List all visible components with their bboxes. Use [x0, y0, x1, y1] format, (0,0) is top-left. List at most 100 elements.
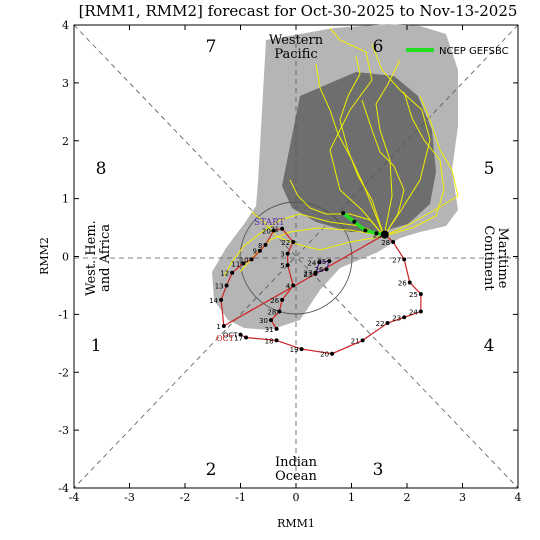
day-label: 17	[234, 335, 243, 343]
day-label: 19	[290, 346, 299, 354]
x-tick-label: 2	[404, 491, 411, 504]
observed-point	[269, 318, 274, 323]
day-label: 27	[392, 256, 401, 264]
ensemble-mean-point	[341, 211, 346, 216]
day-label: 26	[270, 297, 279, 305]
observed-point	[402, 315, 407, 320]
ensemble-mean-point	[352, 219, 357, 224]
day-label: 4	[286, 282, 291, 290]
legend-label: NCEP GEFSBC	[439, 46, 509, 57]
day-label: 12	[220, 270, 229, 278]
observed-point	[241, 261, 246, 266]
observed-point	[244, 335, 249, 340]
y-tick-label: -4	[58, 482, 69, 495]
x-tick-label: -1	[235, 491, 246, 504]
observed-point	[274, 326, 279, 331]
day-label: 20	[320, 351, 329, 359]
x-tick-label: -3	[124, 491, 135, 504]
ensemble-member-line	[375, 59, 401, 237]
recent-point	[317, 260, 322, 265]
ensemble-mean-point	[363, 228, 368, 233]
observed-point	[285, 251, 290, 256]
ensemble-member-line	[223, 213, 385, 277]
y-tick-label: 4	[62, 19, 69, 32]
observed-point	[299, 347, 304, 352]
day-label: 24	[409, 308, 418, 316]
observed-point	[263, 242, 268, 247]
region-label-left: West. Hem.	[84, 220, 99, 296]
observed-point	[221, 323, 226, 328]
ensemble-member-line	[315, 63, 385, 237]
x-axis-ticks: -4 -3 -2 -1 0 1 2 3 4	[69, 25, 522, 504]
y-axis-label: RMM2	[38, 237, 51, 275]
diagonal-guide	[73, 24, 519, 489]
ensemble-member-line	[251, 211, 385, 251]
observed-point	[274, 338, 279, 343]
day-label: 27	[304, 270, 313, 278]
day-label: 26	[315, 266, 324, 274]
day-label: 22	[376, 320, 385, 328]
day-label: 13	[215, 282, 224, 290]
observed-point	[391, 240, 396, 245]
phase-label: 6	[373, 37, 384, 57]
day-label: 23	[304, 271, 313, 279]
y-tick-label: -2	[58, 366, 69, 379]
day-label: 25	[317, 258, 326, 266]
observed-point	[285, 263, 290, 268]
observed-point	[280, 226, 285, 231]
ensemble-member-line	[289, 179, 385, 237]
ensemble-member-line	[383, 91, 445, 237]
observed-point	[277, 309, 282, 314]
region-label-bottom: Indian	[275, 455, 318, 470]
start-label: START	[254, 218, 285, 228]
y-tick-label: 3	[62, 77, 69, 90]
recent-point	[324, 267, 329, 272]
recent-point	[313, 270, 318, 275]
recent-point	[327, 259, 332, 264]
day-label: 21	[270, 226, 279, 234]
observed-point	[291, 283, 296, 288]
day-label: 11	[231, 260, 240, 268]
observed-point	[418, 292, 423, 297]
x-tick-label: 1	[348, 491, 355, 504]
phase-guides	[73, 24, 519, 489]
day-label: 29	[373, 232, 382, 240]
x-axis-label: RMM1	[277, 517, 315, 530]
region-labels: Western Pacific Indian Ocean West. Hem. …	[84, 33, 510, 484]
phase-label: 8	[96, 159, 107, 179]
region-label-right: Maritime	[495, 228, 510, 289]
y-tick-label: -3	[58, 424, 69, 437]
day-label: 1	[216, 323, 220, 331]
day-label: 28	[267, 308, 276, 316]
ensemble-member-line	[339, 55, 385, 237]
day-label: 25	[409, 291, 418, 299]
phase-label: 2	[206, 460, 217, 480]
day-label: 5	[280, 262, 284, 270]
y-tick-label: -1	[58, 308, 69, 321]
observed-point	[330, 351, 335, 356]
ensemble-mean-point	[374, 231, 379, 236]
day-label: 18	[265, 337, 274, 345]
observed-point	[360, 338, 365, 343]
y-tick-label: 0	[62, 251, 69, 264]
ensemble-member-line	[239, 227, 385, 273]
day-label: 26	[398, 280, 407, 288]
observed-point	[219, 297, 224, 302]
observed-point	[257, 248, 262, 253]
x-tick-label: 0	[293, 491, 300, 504]
region-label-top: Western	[269, 33, 324, 48]
observed-point	[385, 321, 390, 326]
region-label-bottom: Ocean	[275, 469, 317, 484]
observed-point	[238, 332, 243, 337]
legend: NCEP GEFSBC	[406, 46, 509, 57]
day-label: 9	[252, 248, 256, 256]
phase-labels: 1 2 3 4 5 6 7 8	[91, 37, 495, 480]
ensemble-member-line	[383, 95, 459, 237]
phase-label: 7	[206, 37, 217, 57]
day-label: 8	[258, 242, 262, 250]
chart-title: [RMM1, RMM2] forecast for Oct-30-2025 to…	[79, 2, 518, 20]
ensemble-member-line	[329, 27, 385, 237]
day-label: 24	[307, 259, 316, 267]
